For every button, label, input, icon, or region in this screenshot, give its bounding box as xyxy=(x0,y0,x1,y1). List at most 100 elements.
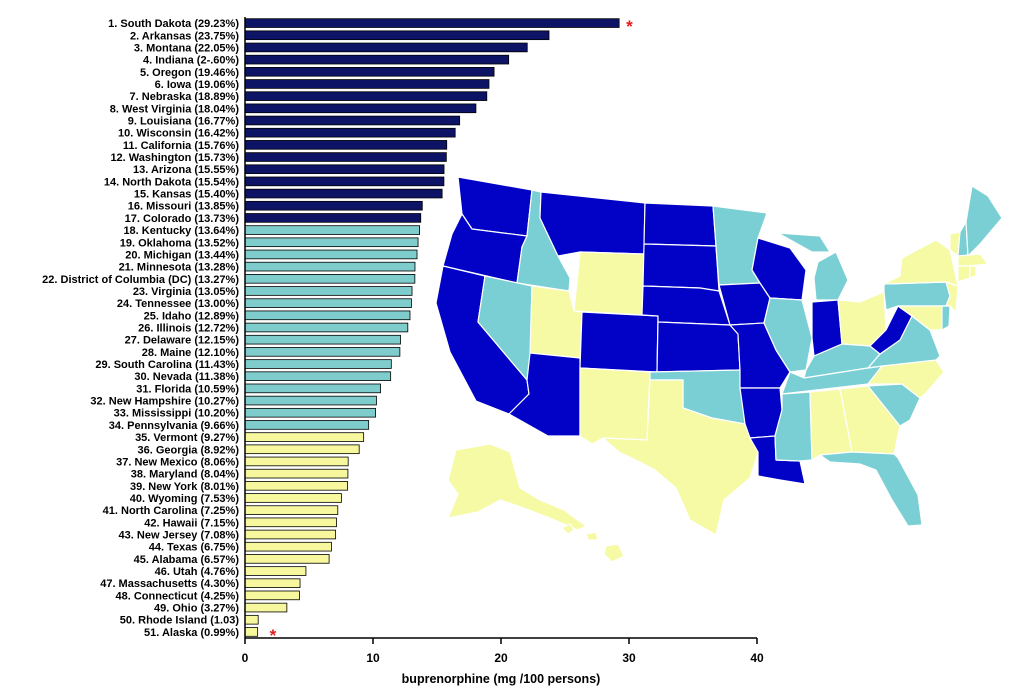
map-state-south-dakota xyxy=(642,243,720,292)
x-tick-label-4: 40 xyxy=(750,651,764,665)
bar-31 xyxy=(244,383,381,394)
category-label-49: 49. Ohio (3.27%) xyxy=(154,603,239,615)
bar-25 xyxy=(244,310,411,321)
bar-49 xyxy=(244,602,288,613)
map-state-florida xyxy=(819,451,923,527)
bar-28 xyxy=(244,347,401,357)
bar-39 xyxy=(244,481,348,491)
map-state-wyoming xyxy=(573,251,645,316)
bar-3 xyxy=(244,42,528,53)
category-label-40: 40. Wyoming (7.53%) xyxy=(130,493,240,505)
category-label-33: 33. Mississippi (10.20%) xyxy=(114,408,240,420)
bar-21 xyxy=(244,261,416,272)
bar-40 xyxy=(244,493,342,503)
bar-8 xyxy=(244,103,477,114)
bar-44 xyxy=(244,541,332,552)
category-label-21: 21. Minnesota (13.28%) xyxy=(119,262,240,274)
bar-47 xyxy=(244,578,301,588)
category-label-38: 38. Maryland (8.04%) xyxy=(131,469,240,481)
category-label-29: 29. South Carolina (11.43%) xyxy=(95,359,239,371)
category-label-13: 13. Arizona (15.55%) xyxy=(133,164,239,176)
category-label-31: 31. Florida (10.59%) xyxy=(136,383,239,395)
bar-18 xyxy=(244,225,420,235)
x-ticks-layer: 0 10 20 30 40 xyxy=(242,638,764,665)
bar-41 xyxy=(244,505,339,515)
bar-10 xyxy=(244,127,456,138)
category-labels-layer: 1. South Dakota (29.23%)2. Arkansas (23.… xyxy=(42,18,239,639)
annotation-star-1: * xyxy=(626,17,633,36)
map-state-new-york xyxy=(883,239,959,287)
category-label-44: 44. Texas (6.75%) xyxy=(149,542,240,554)
bar-42 xyxy=(244,517,337,528)
bar-36 xyxy=(244,444,360,455)
category-label-39: 39. New York (8.01%) xyxy=(130,481,239,493)
category-label-3: 3. Montana (22.05%) xyxy=(134,42,239,54)
x-tick-label-1: 10 xyxy=(366,651,380,665)
bar-20 xyxy=(244,249,418,260)
category-label-16: 16. Missouri (13.85%) xyxy=(128,201,240,213)
bar-26 xyxy=(244,322,409,333)
map-state-delaware xyxy=(941,305,951,331)
category-label-42: 42. Hawaii (7.15%) xyxy=(144,517,239,529)
us-choropleth-map xyxy=(435,176,1003,563)
category-label-14: 14. North Dakota (15.54%) xyxy=(104,176,239,188)
category-label-45: 45. Alabama (6.57%) xyxy=(134,554,240,566)
bar-6 xyxy=(244,79,490,89)
annotations-layer: ** xyxy=(270,17,633,645)
bar-43 xyxy=(244,529,337,540)
bar-14 xyxy=(244,176,445,187)
bar-4 xyxy=(244,54,510,65)
category-label-36: 36. Georgia (8.92%) xyxy=(138,444,240,456)
category-label-5: 5. Oregon (19.46%) xyxy=(140,67,239,79)
map-state-maryland xyxy=(897,305,947,331)
category-label-37: 37. New Mexico (8.06%) xyxy=(116,456,239,468)
category-label-24: 24. Tennessee (13.00%) xyxy=(117,298,239,310)
category-label-1: 1. South Dakota (29.23%) xyxy=(108,18,239,30)
bar-50 xyxy=(244,614,259,625)
map-state-colorado xyxy=(579,311,659,373)
map-state-utah xyxy=(529,285,583,359)
map-state-texas xyxy=(602,379,759,536)
bar-34 xyxy=(244,420,370,430)
bar-23 xyxy=(244,286,413,296)
x-axis: 0 10 20 30 40 buprenorphine (mg /100 persons… xyxy=(242,17,764,686)
category-label-51: 51. Alaska (0.99%) xyxy=(144,627,239,639)
bar-45 xyxy=(244,554,330,564)
bar-16 xyxy=(244,200,423,211)
category-label-7: 7. Nebraska (18.89%) xyxy=(130,91,240,103)
category-label-4: 4. Indiana (2-.60%) xyxy=(143,55,239,67)
category-label-47: 47. Massachusetts (4.30%) xyxy=(100,578,239,590)
map-state-connecticut xyxy=(957,265,971,283)
category-label-48: 48. Connecticut (4.25%) xyxy=(116,590,240,602)
annotation-star-2: * xyxy=(270,626,277,645)
category-label-12: 12. Washington (15.73%) xyxy=(110,152,239,164)
bar-51 xyxy=(244,627,259,637)
x-tick-label-2: 20 xyxy=(494,651,508,665)
bar-5 xyxy=(244,67,495,77)
category-label-18: 18. Kentucky (13.64%) xyxy=(123,225,239,237)
category-label-8: 8. West Virginia (18.04%) xyxy=(110,103,240,115)
map-state-illinois xyxy=(763,297,813,373)
map-state-montana xyxy=(539,191,646,257)
x-tick-label-3: 30 xyxy=(622,651,636,665)
bar-19 xyxy=(244,237,419,248)
bar-7 xyxy=(244,91,488,101)
category-label-6: 6. Iowa (19.06%) xyxy=(155,79,240,91)
map-state-alaska xyxy=(447,443,587,531)
category-label-20: 20. Michigan (13.44%) xyxy=(125,249,239,261)
map-state-hawaii xyxy=(561,523,625,563)
category-label-17: 17. Colorado (13.73%) xyxy=(125,213,240,225)
map-state-georgia xyxy=(839,385,901,455)
bar-48 xyxy=(244,590,300,601)
bar-27 xyxy=(244,334,401,345)
bar-22 xyxy=(244,274,416,284)
bar-24 xyxy=(244,298,412,308)
x-axis-title: buprenorphine (mg /100 persons) xyxy=(402,672,601,686)
bar-35 xyxy=(244,432,365,442)
category-label-26: 26. Illinois (12.72%) xyxy=(138,323,239,335)
bar-33 xyxy=(244,407,376,418)
category-label-2: 2. Arkansas (23.75%) xyxy=(130,30,239,42)
category-label-27: 27. Delaware (12.15%) xyxy=(125,335,240,347)
